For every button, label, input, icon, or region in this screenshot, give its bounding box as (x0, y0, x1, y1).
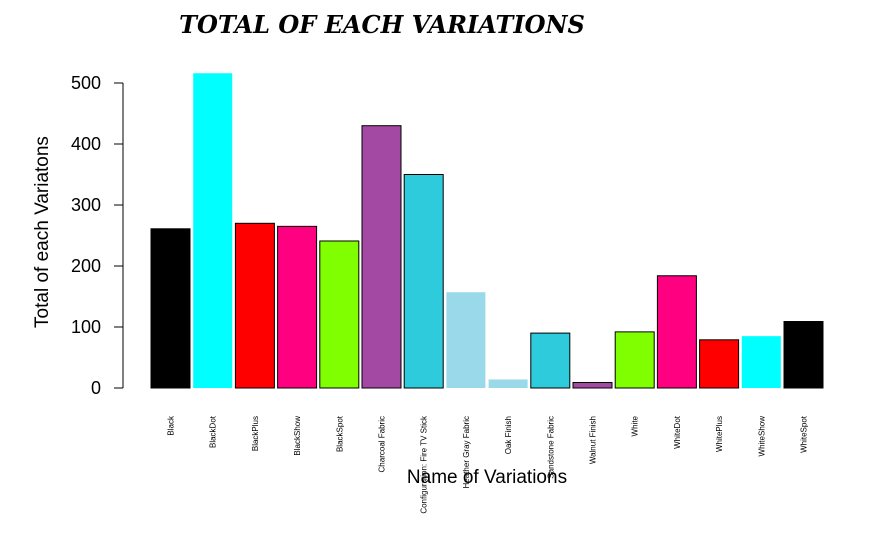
x-tick-label: WhiteShow (757, 416, 766, 457)
bars (150, 73, 824, 389)
x-tick-label: BlackDot (209, 415, 218, 448)
x-tick-label: WhitePlus (715, 416, 724, 452)
x-tick-label: WhiteSpot (800, 415, 809, 453)
chart-title: TOTAL OF EACH VARIATIONS (179, 10, 585, 39)
x-tick-label: Oak Finish (504, 416, 513, 454)
x-tick-label: White (631, 415, 640, 436)
y-tick-label: 200 (71, 256, 101, 276)
x-tick-label: Walnut Finish (589, 416, 598, 464)
x-tick-label: BlackShow (293, 416, 302, 456)
bar-whitedot (656, 275, 697, 389)
x-tick-label: BlackSpot (335, 415, 344, 452)
bar-white (614, 331, 655, 389)
bar-whiteshow (741, 336, 781, 388)
bar-blackshow (277, 225, 318, 389)
x-tick-label: BlackPlus (251, 416, 260, 451)
bar-blackspot (319, 240, 360, 389)
x-tick-labels: Black BlackDot BlackPlus BlackShow BlackSpot… (167, 415, 809, 514)
bar-oak-finish (488, 379, 528, 388)
x-axis-title: Name of Variations (407, 467, 567, 488)
bar-blackplus (234, 222, 275, 389)
x-tick-label: Black (167, 415, 176, 436)
y-tick-label: 300 (71, 195, 101, 215)
bar-whitespot (783, 321, 824, 389)
x-tick-label: Sandstone Fabric (546, 416, 555, 479)
x-tick-label: WhiteDot (673, 415, 682, 449)
bar-whiteplus (699, 339, 740, 389)
bar-configuration-fire-tv-stick (403, 174, 444, 389)
bar-sandstone-fabric (530, 332, 571, 389)
x-tick-label: Configuration: Fire TV Stick (420, 415, 429, 514)
y-tick-label: 0 (91, 378, 101, 398)
y-tick-label: 400 (71, 134, 101, 154)
bar-black (150, 228, 191, 389)
bar-blackdot (193, 73, 233, 389)
y-tick-label: 500 (71, 73, 101, 93)
bar-walnut-finish (572, 382, 613, 389)
bar-heather-gray-fabric (446, 292, 486, 388)
y-tick-label: 100 (71, 317, 101, 337)
x-tick-label: Heather Gray Fabric (462, 416, 471, 488)
x-tick-label: Charcoal Fabric (378, 416, 387, 472)
bar-charcoal-fabric (361, 125, 402, 389)
y-axis-title: Total of each Variatons (32, 136, 53, 328)
y-axis: 0 100 200 300 400 500 (71, 73, 124, 398)
